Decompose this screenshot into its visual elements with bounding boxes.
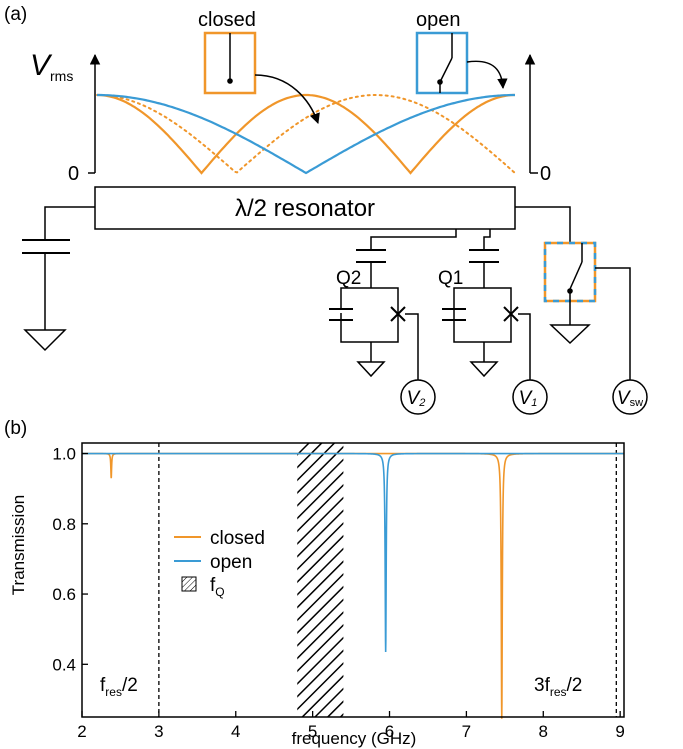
x-tick-label-0: 2: [77, 722, 86, 741]
qubit-q1: V1: [442, 249, 548, 415]
resonator-label: λ/2 resonator: [235, 195, 375, 222]
v1-label: V1: [519, 388, 538, 409]
q1-coupling-wire: [483, 229, 491, 250]
y-tick-label-2: 0.8: [52, 515, 76, 534]
closed-fundamental-profile: [96, 94, 516, 174]
x-tick-label-4: 6: [385, 722, 394, 741]
closed-switch-contact-icon: [227, 78, 233, 84]
fres-half-label: fres/2: [100, 675, 138, 699]
vsw-label: Vsw: [617, 388, 643, 409]
open-switch-blade: [439, 57, 453, 83]
vrms-label: Vrms: [30, 49, 73, 84]
left-zero-label: 0: [68, 163, 79, 185]
v2-label: V2: [407, 388, 426, 409]
left-feedline: [44, 206, 95, 240]
x-tick-label-7: 9: [615, 722, 624, 741]
q2-ground-icon: [356, 361, 386, 378]
legend-fq-swatch: [181, 576, 197, 592]
y-axis-title: Transmission: [9, 495, 28, 595]
panel-a-label: (a): [4, 4, 27, 25]
legend-open-label: open: [210, 552, 252, 573]
switch-ground-icon: [549, 324, 591, 345]
legend-closed-label: closed: [210, 528, 265, 549]
y-tick-label-1: 0.6: [52, 585, 76, 604]
open-switch-contact-icon: [437, 79, 443, 85]
x-tick-label-5: 7: [462, 722, 471, 741]
panel-a: (a) Vrms 0 0 closed open λ/2 resonator: [4, 4, 648, 415]
open-profile: [97, 93, 515, 175]
plot-frame: [81, 442, 625, 718]
closed-profile: [97, 93, 515, 175]
legend: closed open fQ: [174, 528, 265, 599]
voltage-profiles: [96, 93, 516, 175]
q1-ground-icon: [469, 361, 499, 378]
x-tick-label-2: 4: [231, 722, 240, 741]
vsw-wire: [595, 267, 631, 380]
switch-blade: [569, 261, 583, 290]
x-tick-label-6: 8: [539, 722, 548, 741]
x-axis-title: frequency (GHz): [292, 729, 417, 748]
x-tick-label-3: 5: [308, 722, 317, 741]
y-tick-label-0: 0.4: [52, 655, 76, 674]
legend-fq-label: fQ: [210, 575, 225, 599]
series-open: [82, 452, 624, 653]
q2-coupling-wire: [370, 229, 457, 250]
series-lines: [82, 452, 624, 719]
closed-label: closed: [198, 9, 256, 31]
qubit-q2: V2: [329, 249, 436, 415]
q2-label: Q2: [336, 268, 361, 289]
closed-arrow: [254, 74, 320, 124]
left-ground-icon: [23, 329, 67, 352]
v1-source-icon: [512, 379, 548, 415]
fres-three-half-label: 3fres/2: [534, 675, 582, 699]
right-feedline: [515, 206, 571, 243]
dashed-lines: [158, 443, 617, 717]
x-tick-label-1: 3: [154, 722, 163, 741]
fq-hatched-band: [297, 443, 344, 717]
q1-label: Q1: [438, 268, 463, 289]
vsw-source-icon: [612, 379, 648, 415]
y-tick-label-3: 1.0: [52, 445, 76, 464]
v2-source-icon: [400, 379, 436, 415]
open-switch-box: [415, 31, 469, 95]
panel-b-label: (b): [4, 418, 27, 439]
open-arrow: [466, 60, 508, 90]
right-zero-label: 0: [540, 163, 551, 185]
axis-ticks: 2 3 4 5 6 7 8 9 0.4 0.6 0.8 1.0: [52, 445, 625, 741]
resonator-box: [94, 186, 516, 230]
open-label: open: [416, 9, 461, 31]
panel-b: (b) Transmission frequency (GHz) 2 3 4 5 6 7 8…: [4, 418, 625, 748]
